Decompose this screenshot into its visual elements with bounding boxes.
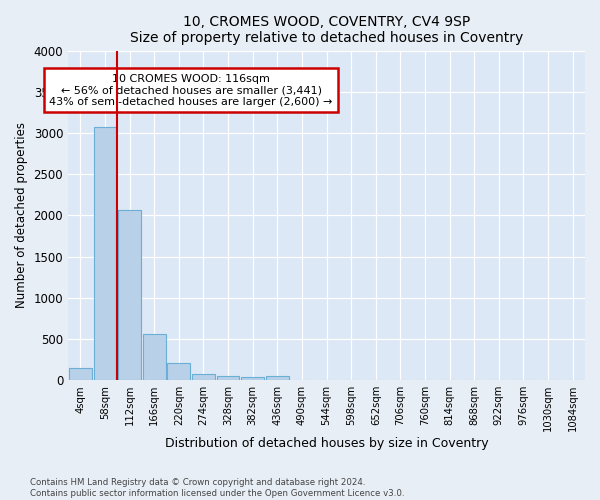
Bar — [217, 376, 239, 380]
Bar — [167, 363, 190, 380]
X-axis label: Distribution of detached houses by size in Coventry: Distribution of detached houses by size … — [165, 437, 488, 450]
Y-axis label: Number of detached properties: Number of detached properties — [15, 122, 28, 308]
Text: Contains HM Land Registry data © Crown copyright and database right 2024.
Contai: Contains HM Land Registry data © Crown c… — [30, 478, 404, 498]
Bar — [118, 210, 141, 380]
Text: 10 CROMES WOOD: 116sqm
← 56% of detached houses are smaller (3,441)
43% of semi-: 10 CROMES WOOD: 116sqm ← 56% of detached… — [49, 74, 333, 107]
Bar — [266, 376, 289, 380]
Bar — [143, 334, 166, 380]
Bar — [192, 374, 215, 380]
Bar — [69, 368, 92, 380]
Title: 10, CROMES WOOD, COVENTRY, CV4 9SP
Size of property relative to detached houses : 10, CROMES WOOD, COVENTRY, CV4 9SP Size … — [130, 15, 523, 45]
Bar — [94, 127, 116, 380]
Bar — [241, 377, 264, 380]
